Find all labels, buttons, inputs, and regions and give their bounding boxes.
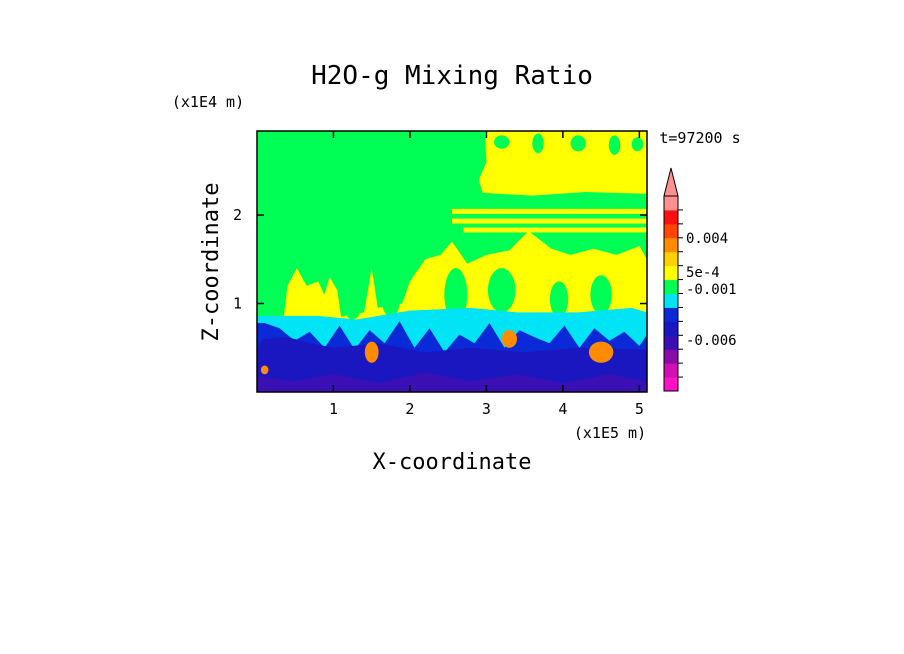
field-gap xyxy=(608,135,621,155)
field-stripe xyxy=(452,208,647,214)
x-unit-label: (x1E5 m) xyxy=(574,424,646,442)
colorbar-swatch xyxy=(664,363,678,378)
field-stripe xyxy=(463,227,647,233)
plot-frame xyxy=(256,130,648,393)
y-unit-label: (x1E4 m) xyxy=(172,93,244,111)
field-gap xyxy=(549,281,569,317)
colorbar-swatch xyxy=(664,349,678,364)
colorbar-swatch xyxy=(664,377,678,392)
field-dark-blue-layer xyxy=(257,337,647,392)
field-gap xyxy=(381,281,400,317)
colorbar-swatch xyxy=(664,251,678,267)
colorbar-swatch xyxy=(664,335,678,350)
x-axis-label: X-coordinate xyxy=(373,450,532,475)
x-tick-label: 4 xyxy=(558,400,567,418)
y-tick-label: 1 xyxy=(233,295,242,313)
colorbar-swatch xyxy=(664,307,678,322)
colorbar-label: -0.001 xyxy=(686,282,737,298)
x-tick-label: 2 xyxy=(405,400,414,418)
time-label: t=97200 s xyxy=(659,129,740,147)
field-gap xyxy=(444,268,468,322)
field-orange-blob xyxy=(588,341,614,363)
x-tick-label: 1 xyxy=(329,400,338,418)
field-gap xyxy=(570,135,586,152)
x-tick-label: 5 xyxy=(635,400,644,418)
colorbar-swatch xyxy=(664,223,678,239)
colorbar-swatch xyxy=(664,265,678,281)
colorbar-swatch xyxy=(664,293,678,308)
colorbar-label: 0.004 xyxy=(686,231,728,247)
field-upper-band xyxy=(478,131,647,196)
field-gap xyxy=(590,275,612,315)
colorbar-extension xyxy=(663,167,679,197)
field-gap xyxy=(343,287,362,320)
colorbar-swatch xyxy=(664,321,678,336)
plot-area: 1 2 3 4 5 1 2 xyxy=(233,130,648,418)
chart-title: H2O-g Mixing Ratio xyxy=(311,61,593,91)
y-axis-label: Z-coordinate xyxy=(199,183,224,342)
x-tick-label: 3 xyxy=(482,400,491,418)
colorbar-swatch xyxy=(664,237,678,253)
colorbar-swatch xyxy=(664,196,678,211)
field-deep-layer xyxy=(257,372,647,392)
field-orange-blob xyxy=(501,330,517,348)
field-orange-blob xyxy=(260,365,269,375)
field-stripe xyxy=(452,218,647,224)
field-orange-blob xyxy=(364,341,379,363)
colorbar-label: -0.006 xyxy=(686,333,737,349)
field-gap xyxy=(487,268,516,313)
field-gap xyxy=(532,133,544,154)
field-gap xyxy=(631,137,644,152)
colorbar-swatch xyxy=(664,279,678,294)
colorbar-label: 5e-4 xyxy=(686,265,720,281)
field-gap xyxy=(494,135,510,149)
colorbar-swatch xyxy=(664,209,678,225)
y-tick-label: 2 xyxy=(233,206,242,224)
